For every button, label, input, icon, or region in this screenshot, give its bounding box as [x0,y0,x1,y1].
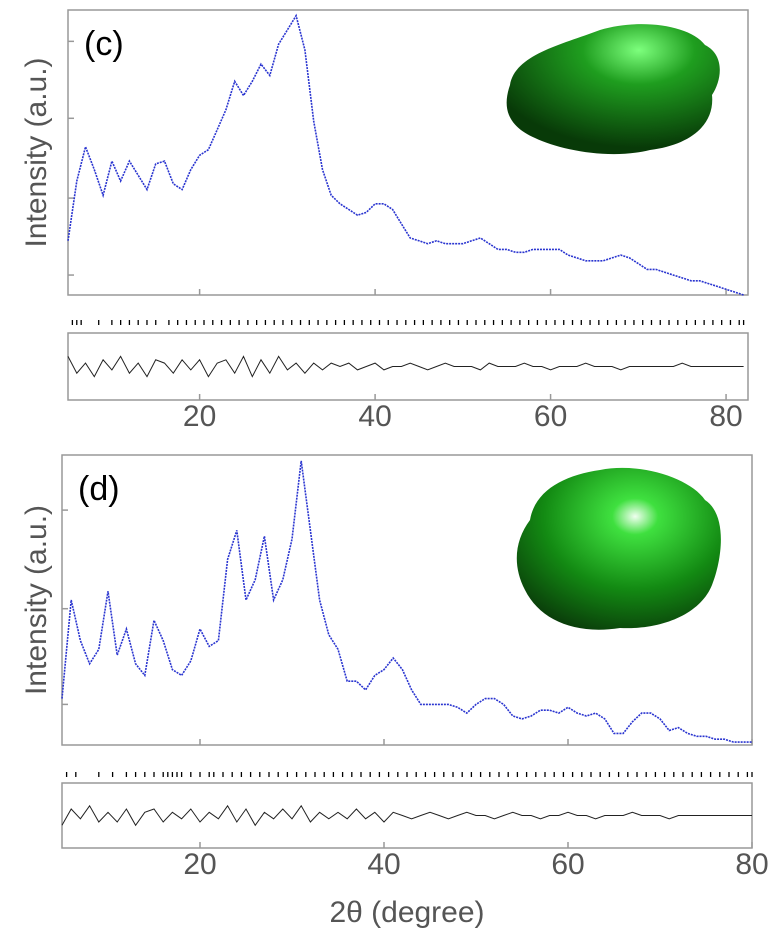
panel-label: (d) [78,470,120,508]
observed-pattern [67,13,744,296]
difference-curve [61,804,752,827]
x-tick-label: 80 [709,400,742,433]
x-axis-label: 2θ (degree) [329,896,484,929]
plot-frame [67,9,749,296]
molecule-surface [506,24,720,155]
y-axis-label: Intensity (a.u.) [20,505,53,695]
difference-frame [67,332,749,401]
difference-curve [67,355,744,378]
x-tick-label: 40 [367,848,400,881]
observed-pattern [61,460,752,743]
x-tick-label: 20 [183,400,216,433]
x-tick-label: 40 [358,400,391,433]
y-axis-label: Intensity (a.u.) [20,57,53,247]
x-tick-label: 60 [534,400,567,433]
plot-frame [61,454,753,746]
molecule-surface [516,467,721,630]
x-tick-label: 80 [735,848,768,881]
panel-label: (c) [84,25,124,63]
x-tick-label: 20 [183,848,216,881]
x-tick-label: 60 [551,848,584,881]
